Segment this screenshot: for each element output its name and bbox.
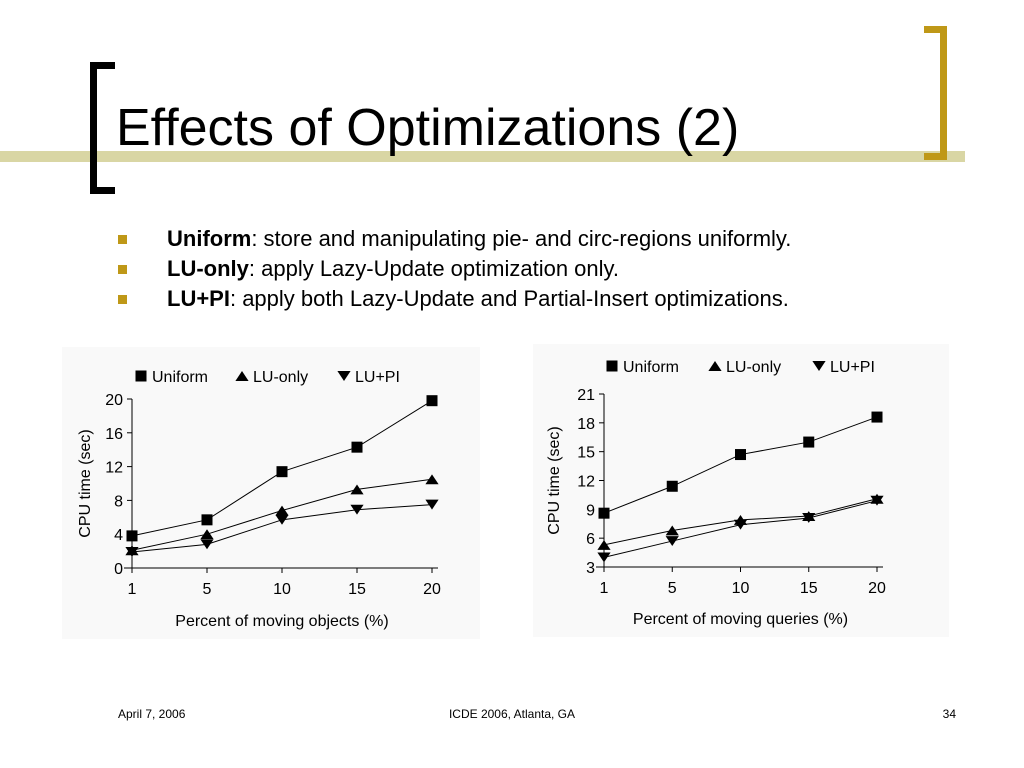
y-tick-label: 18 [577,416,595,433]
data-point-marker [126,530,138,542]
bullet-term: Uniform [167,226,252,251]
data-point-marker [735,449,746,461]
footer-page-number: 34 [942,707,956,721]
legend-marker-icon [708,361,722,371]
legend-marker-icon [606,360,618,372]
data-point-marker [425,474,439,485]
bullet-list: Uniform: store and manipulating pie- and… [118,224,791,314]
data-point-marker [350,504,364,515]
y-tick-label: 9 [586,502,595,519]
x-tick-label: 15 [348,581,366,598]
bullet-term: LU-only [167,256,249,281]
data-point-marker [870,495,884,506]
bullet-text: : store and manipulating pie- and circ-r… [251,226,792,251]
title-decoration-bar [0,151,965,162]
bullet-item-lu-pi: LU+PI: apply both Lazy-Update and Partia… [118,284,791,314]
data-point-marker [871,411,883,423]
data-point-marker [350,484,364,495]
legend-label: Uniform [152,369,208,386]
data-point-marker [802,513,816,523]
data-point-marker [275,514,289,525]
x-tick-label: 5 [203,581,212,598]
data-point-marker [665,525,679,536]
y-tick-label: 21 [577,387,595,404]
series-line [603,416,878,514]
y-tick-label: 6 [586,531,595,548]
data-point-marker [201,514,213,526]
x-tick-label: 20 [423,581,441,598]
y-axis-label: CPU time (sec) [77,429,94,537]
bullet-square-icon [118,265,127,274]
data-point-marker [597,552,611,563]
data-point-marker [276,466,288,478]
x-tick-label: 10 [273,581,291,598]
y-tick-label: 16 [105,426,123,443]
data-point-marker [598,507,610,519]
bullet-square-icon [118,295,127,304]
data-point-marker [275,505,289,516]
legend-marker-icon [135,370,147,382]
y-tick-label: 15 [577,445,595,462]
x-tick-label: 10 [732,580,750,597]
data-point-marker [665,536,679,546]
data-point-marker [125,546,139,557]
data-point-marker [200,539,214,550]
series-uniform [126,395,438,542]
data-point-marker [200,529,214,540]
right-bracket-decoration [924,26,947,160]
y-tick-label: 0 [114,561,123,578]
y-tick-label: 12 [105,460,123,477]
legend-marker-icon [235,371,249,381]
series-uniform [598,411,883,519]
x-tick-label: 15 [800,580,818,597]
footer-venue: ICDE 2006, Atlanta, GA [448,707,576,721]
legend-label: LU+PI [830,359,875,376]
x-tick-label: 1 [600,580,609,597]
x-axis-label: Percent of moving queries (%) [633,611,848,628]
legend-marker-icon [812,361,826,371]
x-axis-label: Percent of moving objects (%) [175,613,388,630]
chart-moving-queries: 3 6 9 12 15 18 21 1 5 10 15 20 Percent of moving que… [533,344,949,637]
left-bracket-decoration [90,62,115,194]
y-tick-label: 20 [105,392,123,409]
y-tick-label: 12 [577,474,595,491]
legend-label: LU-only [253,369,308,386]
bullet-text: : apply both Lazy-Update and Partial-Ins… [229,286,789,311]
legend-label: Uniform [623,359,679,376]
bullet-square-icon [118,235,127,244]
series-lu-only [125,474,439,556]
y-tick-label: 8 [114,493,123,510]
legend-marker-icon [337,371,351,381]
bullet-text: : apply Lazy-Update optimization only. [248,256,620,281]
data-point-marker [666,480,678,492]
series-lu-pi [125,499,439,557]
slide-title: Effects of Optimizations (2) [116,99,740,157]
data-point-marker [425,499,439,510]
y-axis-label: CPU time (sec) [546,426,563,534]
y-tick-label: 4 [114,527,123,544]
data-point-marker [803,436,815,448]
x-tick-label: 5 [668,580,677,597]
legend-label: LU+PI [355,369,400,386]
bullet-item-uniform: Uniform: store and manipulating pie- and… [118,224,791,254]
footer-date: April 7, 2006 [118,707,186,721]
y-tick-label: 3 [586,560,595,577]
data-point-marker [597,539,611,550]
data-point-marker [426,395,438,407]
x-tick-label: 20 [868,580,886,597]
data-point-marker [733,519,748,530]
chart-moving-objects: 0 4 8 12 16 20 1 5 10 15 20 Percent of moving objec… [62,347,480,639]
x-tick-label: 1 [128,581,137,598]
series-lu-pi [597,495,884,563]
legend-label: LU-only [726,359,781,376]
bullet-item-lu-only: LU-only: apply Lazy-Update optimization … [118,254,791,284]
bullet-term: LU+PI [167,286,230,311]
data-point-marker [351,441,363,453]
